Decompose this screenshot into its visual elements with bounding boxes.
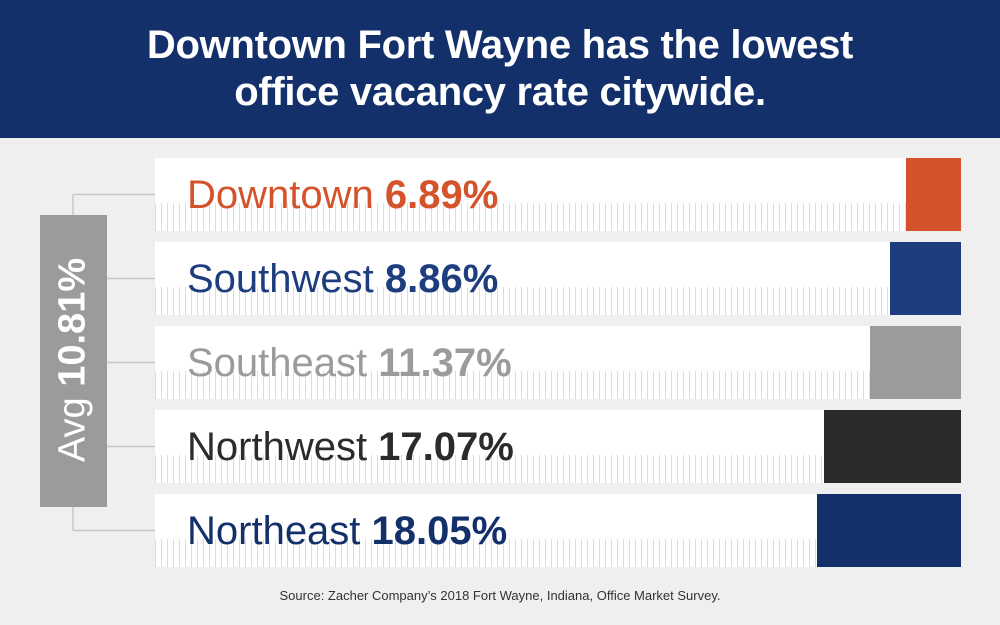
- category-label: Downtown: [187, 173, 385, 217]
- bar-northeast: [817, 494, 961, 567]
- bar-label: Downtown 6.89%: [187, 158, 498, 231]
- page-title: Downtown Fort Wayne has the lowest offic…: [146, 23, 854, 114]
- source-note: Source: Zacher Company’s 2018 Fort Wayne…: [279, 588, 721, 603]
- average-box: [40, 215, 107, 507]
- chart-row-downtown: Downtown 6.89%: [155, 158, 961, 231]
- data-label: 17.07%: [378, 425, 514, 469]
- row-tick-pattern: [155, 287, 961, 315]
- bar-northwest: [824, 410, 961, 483]
- bar-southeast: [870, 326, 961, 399]
- average-prefix: Avg: [51, 397, 94, 463]
- bar-southwest: [890, 242, 961, 315]
- data-label: 6.89%: [384, 173, 499, 217]
- bar-label: Southwest 8.86%: [187, 242, 498, 315]
- chart-row-northeast: Northeast 18.05%: [155, 494, 961, 567]
- row-tick-pattern: [155, 371, 961, 399]
- data-label: 18.05%: [371, 509, 508, 553]
- vacancy-chart: Avg 10.81% Downtown 6.89% Southwest 8.86%…: [0, 138, 1000, 578]
- category-label: Northeast: [187, 509, 372, 553]
- bar-downtown: [906, 158, 961, 231]
- bar-label: Northwest 17.07%: [187, 410, 514, 483]
- category-label: Northwest: [187, 425, 379, 469]
- category-label: Southeast: [187, 341, 379, 385]
- bar-label: Northeast 18.05%: [187, 494, 507, 567]
- bar-label: Southeast 11.37%: [187, 326, 512, 399]
- average-label: Avg 10.81%: [52, 258, 95, 462]
- row-tick-pattern: [155, 203, 961, 231]
- chart-row-southeast: Southeast 11.37%: [155, 326, 961, 399]
- data-label: 11.37%: [378, 341, 512, 385]
- average-value: 10.81%: [51, 257, 94, 387]
- header-banner: Downtown Fort Wayne has the lowest offic…: [0, 0, 1000, 138]
- data-label: 8.86%: [384, 257, 499, 301]
- chart-row-southwest: Southwest 8.86%: [155, 242, 961, 315]
- category-label: Southwest: [187, 257, 385, 301]
- chart-row-northwest: Northwest 17.07%: [155, 410, 961, 483]
